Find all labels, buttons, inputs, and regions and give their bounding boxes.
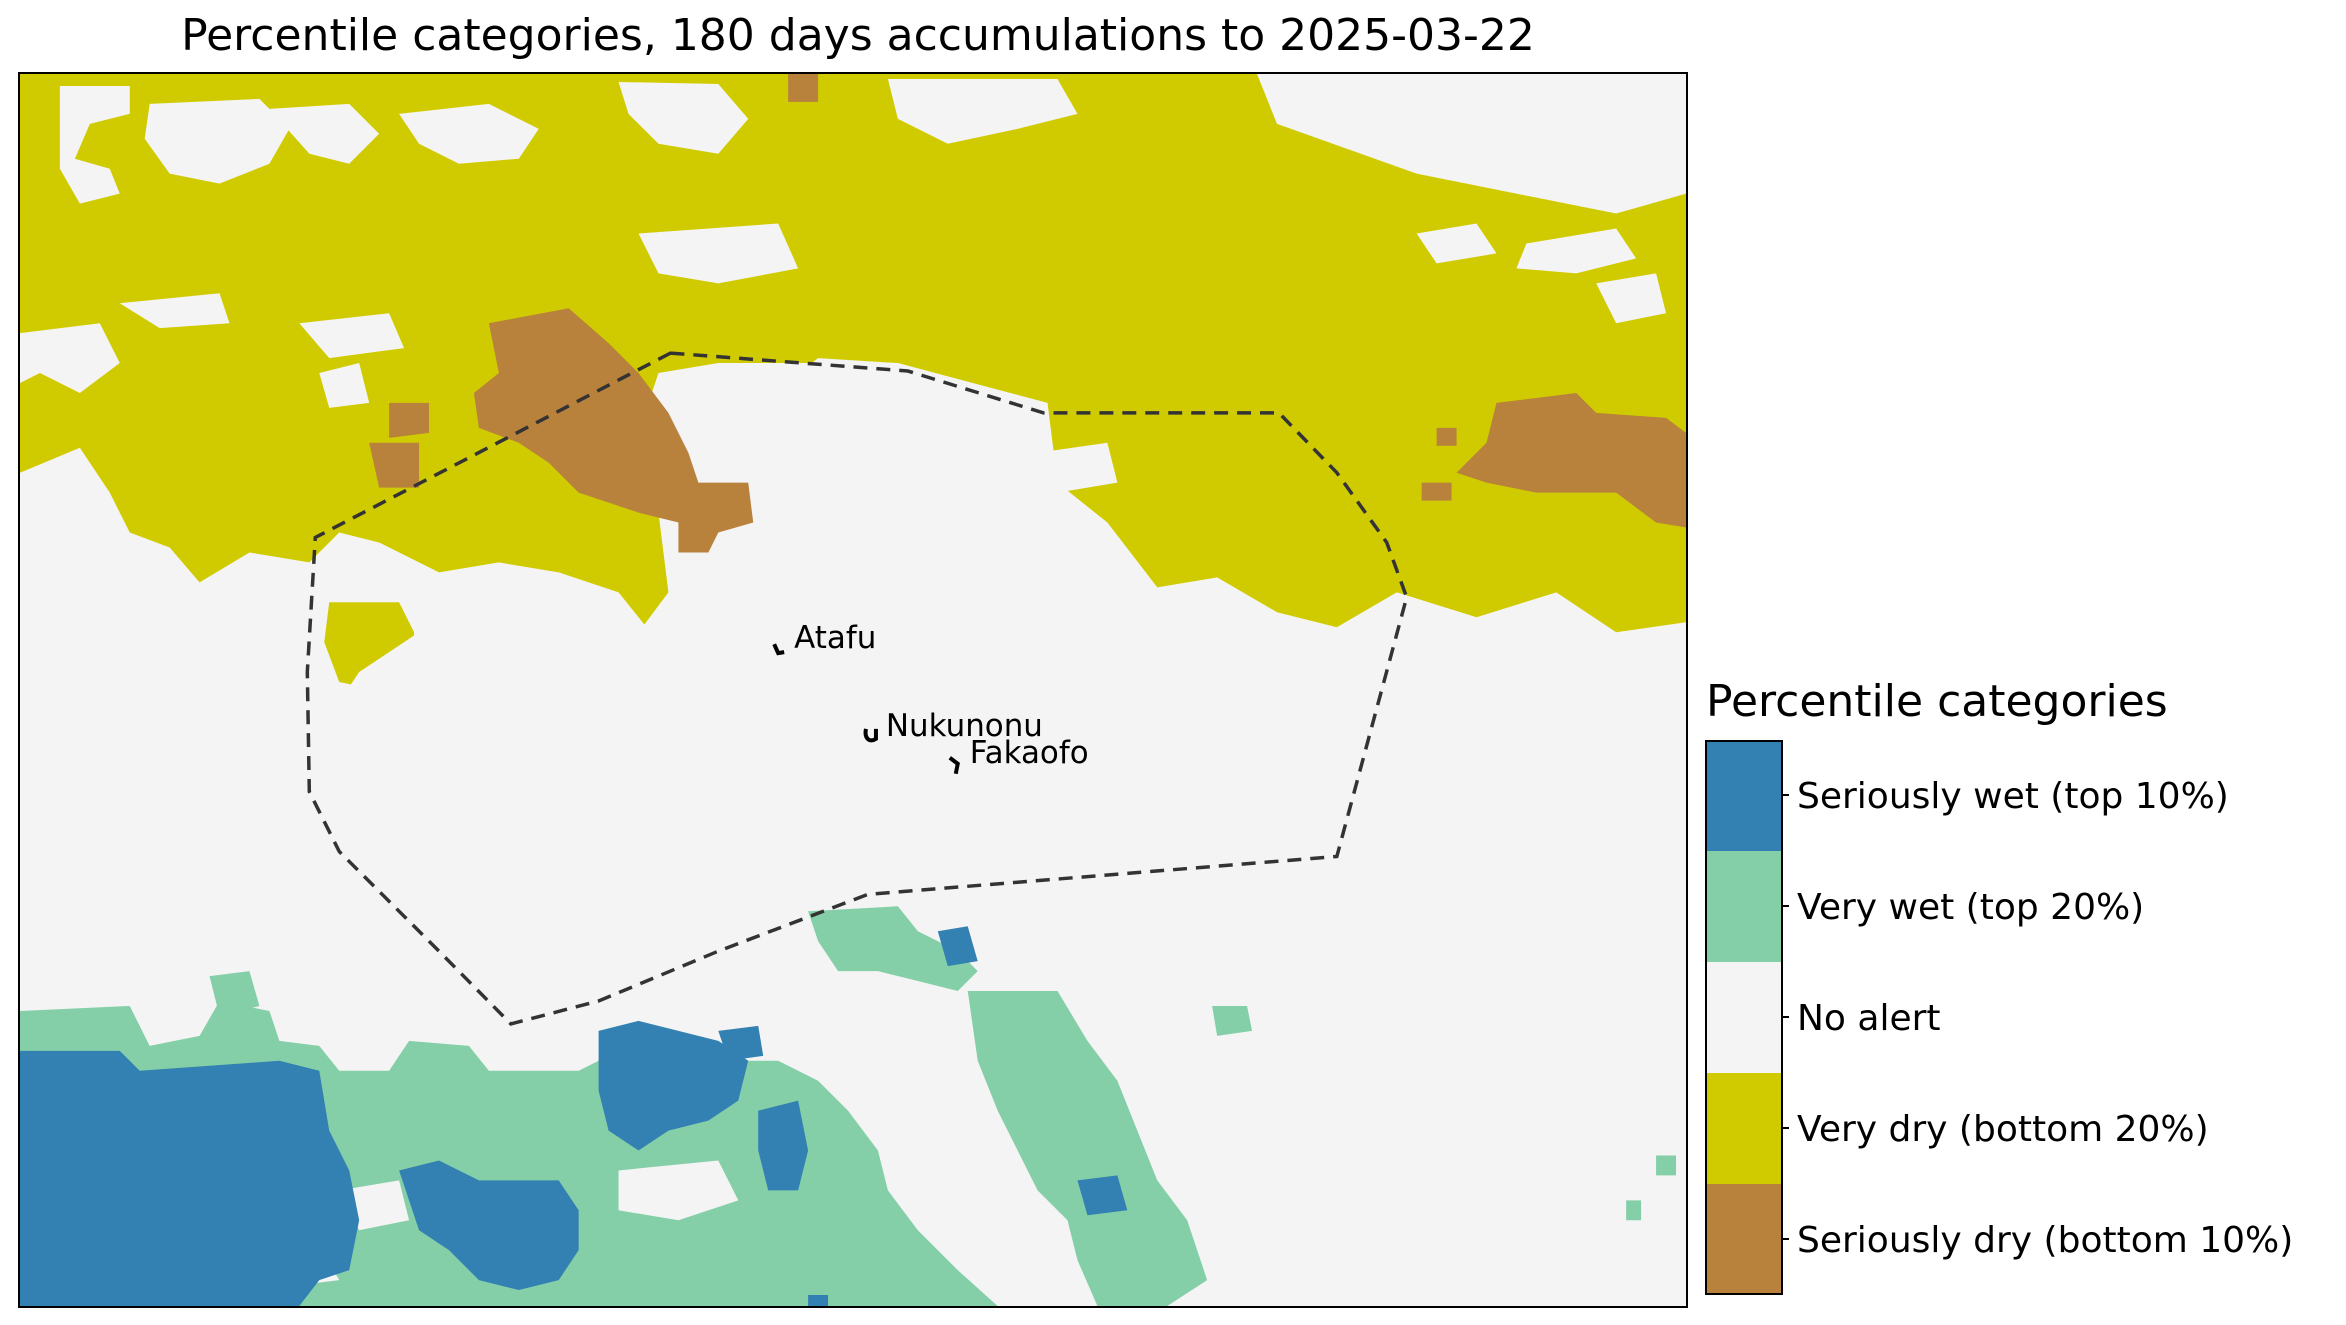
legend-label: Seriously wet (top 10%) <box>1797 776 2229 817</box>
legend-label: Very wet (top 20%) <box>1797 887 2145 928</box>
map-title: Percentile categories, 180 days accumula… <box>181 10 1535 61</box>
legend-swatch <box>1705 1073 1783 1184</box>
legend-item-seriously-dry: Seriously dry (bottom 10%) <box>1705 1184 2293 1295</box>
legend-tick <box>1783 1238 1789 1240</box>
legend-label: Very dry (bottom 20%) <box>1797 1109 2209 1150</box>
island-label-fakaofo: Fakaofo <box>970 735 1089 771</box>
seriously-dry-areas <box>369 74 1686 553</box>
seriously-wet-areas <box>20 926 1128 1306</box>
atafu-island-icon <box>772 643 785 656</box>
percentile-map: Atafu Nukunonu Fakaofo <box>18 72 1688 1308</box>
legend-tick <box>1783 905 1789 907</box>
nukunonu-island-icon <box>863 728 878 743</box>
map-canvas: Atafu Nukunonu Fakaofo <box>20 74 1686 1306</box>
very-dry-area <box>20 74 1686 732</box>
legend-item-no-alert: No alert <box>1705 962 2285 1073</box>
legend-item-very-dry: Very dry (bottom 20%) <box>1705 1073 2285 1184</box>
island-label-nukunonu: Nukunonu <box>886 708 1043 744</box>
legend-tick <box>1783 794 1789 796</box>
legend-title: Percentile categories <box>1706 676 2168 727</box>
no-alert-holes <box>20 74 1686 503</box>
legend-swatch <box>1705 962 1783 1073</box>
legend-item-very-wet: Very wet (top 20%) <box>1705 851 2285 962</box>
legend-swatch <box>1705 1184 1783 1295</box>
legend-tick <box>1783 1016 1789 1018</box>
legend-tick <box>1783 1127 1789 1129</box>
legend-label: Seriously dry (bottom 10%) <box>1797 1220 2294 1261</box>
fakaofo-island-icon <box>948 756 960 775</box>
legend-swatch <box>1705 740 1783 851</box>
legend: Seriously wet (top 10%) Very wet (top 20… <box>1705 740 2293 1295</box>
legend-swatch <box>1705 851 1783 962</box>
legend-item-seriously-wet: Seriously wet (top 10%) <box>1705 740 2285 851</box>
island-markers <box>772 643 960 775</box>
island-label-atafu: Atafu <box>794 620 876 656</box>
eez-boundary <box>305 351 1409 1026</box>
legend-label: No alert <box>1797 998 1941 1039</box>
